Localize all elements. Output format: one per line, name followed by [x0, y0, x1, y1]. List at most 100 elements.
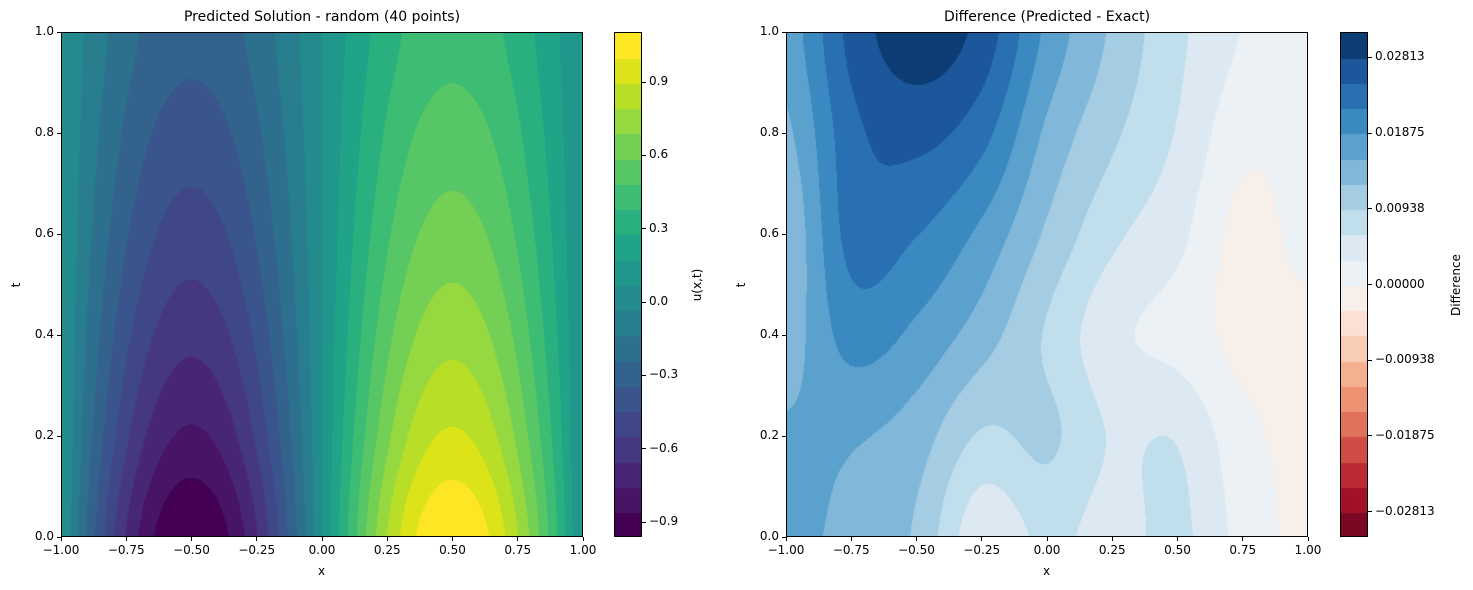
colorbar-tick-mark [1368, 132, 1372, 134]
x-tick-mark [1242, 537, 1244, 541]
colorbar-tick-label: −0.6 [649, 440, 679, 455]
x-tick-label: 1.00 [569, 543, 597, 557]
x-tick-label: −0.25 [963, 543, 1001, 557]
x-tick-mark [1307, 537, 1309, 541]
y-tick-mark [782, 31, 786, 33]
x-tick-mark [582, 537, 584, 541]
x-tick-label: −0.50 [173, 543, 210, 557]
y-tick-mark [57, 536, 61, 538]
x-tick-mark [321, 537, 323, 541]
y-tick-mark [57, 334, 61, 336]
x-tick-mark [452, 537, 453, 541]
x-tick-label: 0.25 [373, 543, 401, 557]
y-tick-mark [782, 536, 786, 538]
y-tick-label: 0.4 [759, 327, 779, 341]
colorbar-tick-label: 0.9 [649, 74, 669, 89]
colorbar-tick-label: 0.00938 [1375, 200, 1425, 215]
contour-fill [61, 32, 583, 537]
colorbar [614, 32, 642, 537]
x-tick-label: 0.00 [1033, 543, 1061, 557]
x-tick-label: 0.75 [1229, 543, 1257, 557]
y-axis-label: t [734, 282, 748, 287]
colorbar-tick-label: 0.3 [649, 220, 669, 235]
y-tick-label: 0.0 [34, 529, 54, 543]
x-tick-mark [1177, 537, 1178, 541]
colorbar-tick-mark [1368, 511, 1372, 513]
colorbar-tick-label: −0.02813 [1375, 503, 1435, 518]
colorbar-tick-mark [1368, 284, 1372, 285]
y-tick-label: 1.0 [759, 24, 779, 38]
y-tick-label: 0.4 [34, 327, 54, 341]
y-tick-label: 1.0 [34, 24, 54, 38]
colorbar [1340, 32, 1368, 537]
colorbar-tick-mark [1368, 435, 1372, 437]
colorbar-tick-mark [642, 81, 646, 83]
x-tick-label: 0.00 [308, 543, 336, 557]
colorbar-tick-mark [1368, 208, 1372, 210]
y-tick-label: 0.2 [34, 428, 54, 442]
colorbar-tick-label: −0.00938 [1375, 352, 1435, 367]
x-tick-label: −0.25 [238, 543, 276, 557]
colorbar-label: u(x,t) [690, 268, 704, 301]
contour-fill [786, 32, 1308, 537]
y-tick-mark [57, 435, 61, 437]
x-tick-label: −1.00 [767, 543, 805, 557]
colorbar-tick-mark [642, 521, 646, 523]
colorbar-tick-label: −0.01875 [1375, 427, 1435, 442]
x-tick-mark [386, 537, 388, 541]
x-tick-label: −0.75 [107, 543, 145, 557]
x-tick-label: −1.00 [42, 543, 80, 557]
colorbar-tick-label: −0.3 [649, 367, 679, 382]
colorbar-tick-mark [1368, 56, 1372, 58]
x-tick-mark [981, 537, 983, 541]
colorbar-tick-label: 0.01875 [1375, 125, 1425, 140]
y-tick-mark [782, 334, 786, 336]
plot-title: Predicted Solution - random (40 points) [183, 9, 461, 25]
colorbar-tick-label: 0.00000 [1375, 276, 1425, 291]
colorbar-tick-label: −0.9 [649, 514, 679, 529]
y-tick-mark [782, 435, 786, 437]
x-tick-label: 1.00 [1294, 543, 1322, 557]
y-tick-label: 0.8 [34, 125, 54, 139]
y-axis-label: t [9, 282, 23, 287]
x-tick-label: 0.50 [1164, 543, 1191, 557]
x-tick-mark [916, 537, 917, 541]
colorbar-tick-mark [642, 301, 646, 303]
x-axis-label: x [1043, 564, 1051, 578]
x-tick-mark [517, 537, 519, 541]
y-tick-label: 0.6 [34, 226, 54, 240]
colorbar-tick-mark [1368, 359, 1372, 361]
x-tick-label: 0.75 [504, 543, 532, 557]
y-tick-label: 0.8 [759, 125, 779, 139]
x-tick-label: −0.75 [832, 543, 870, 557]
x-tick-label: 0.50 [439, 543, 466, 557]
y-tick-label: 0.6 [759, 226, 779, 240]
x-tick-mark [785, 537, 787, 541]
y-tick-mark [57, 31, 61, 33]
colorbar-tick-label: 0.0 [649, 294, 669, 309]
y-tick-mark [782, 132, 786, 134]
colorbar-tick-mark [642, 228, 646, 230]
x-tick-label: −0.50 [898, 543, 935, 557]
colorbar-label: Difference [1449, 253, 1463, 316]
x-tick-mark [256, 537, 258, 541]
x-tick-mark [1046, 537, 1048, 541]
x-tick-mark [191, 537, 192, 541]
colorbar-tick-label: 0.6 [649, 147, 669, 162]
x-tick-label: 0.25 [1098, 543, 1126, 557]
y-tick-mark [782, 233, 786, 235]
x-tick-mark [1111, 537, 1113, 541]
colorbar-tick-mark [642, 374, 646, 376]
y-tick-mark [57, 233, 61, 235]
plot-title: Difference (Predicted - Exact) [943, 9, 1151, 25]
x-tick-mark [125, 537, 127, 541]
colorbar-tick-mark [642, 448, 646, 450]
x-tick-mark [850, 537, 852, 541]
y-tick-label: 0.0 [759, 529, 779, 543]
y-tick-mark [57, 132, 61, 134]
x-tick-mark [60, 537, 62, 541]
y-tick-label: 0.2 [759, 428, 779, 442]
colorbar-tick-mark [642, 154, 646, 156]
x-axis-label: x [318, 564, 326, 578]
